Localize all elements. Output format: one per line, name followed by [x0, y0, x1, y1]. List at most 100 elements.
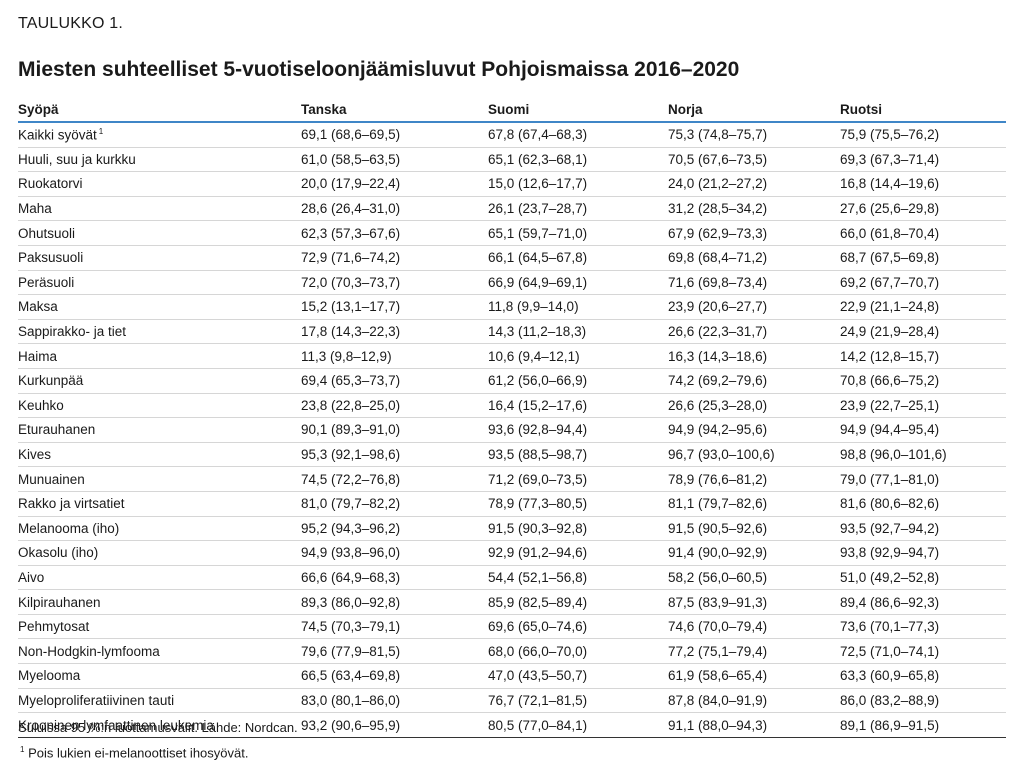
cancer-type-cell: Melanooma (iho)	[18, 516, 301, 541]
value-cell-suomi: 93,6 (92,8–94,4)	[488, 422, 588, 438]
column-header-suomi: Suomi	[488, 102, 530, 117]
value-cell-tanska: 93,2 (90,6–95,9)	[301, 717, 401, 733]
value-cell-tanska: 83,0 (80,1–86,0)	[301, 692, 401, 708]
cancer-type-cell: Non-Hodgkin-lymfooma	[18, 639, 301, 664]
value-cell-tanska: 66,5 (63,4–69,8)	[301, 668, 401, 684]
value-cell-ruotsi: 72,5 (71,0–74,1)	[840, 643, 940, 659]
value-cell-ruotsi: 69,3 (67,3–71,4)	[840, 151, 940, 167]
cancer-type-cell: Maksa	[18, 295, 301, 320]
value-cell-ruotsi: 93,5 (92,7–94,2)	[840, 520, 940, 536]
cancer-type-cell: Eturauhanen	[18, 418, 301, 443]
cancer-type-label: Eturauhanen	[18, 422, 96, 438]
cancer-type-cell: Munuainen	[18, 467, 301, 492]
value-cell-suomi: 15,0 (12,6–17,7)	[488, 176, 588, 192]
cancer-type-label: Non-Hodgkin-lymfooma	[18, 643, 160, 659]
value-cell-ruotsi: 16,8 (14,4–19,6)	[840, 176, 940, 192]
cancer-type-label: Kives	[18, 447, 52, 463]
value-cell-tanska: 20,0 (17,9–22,4)	[301, 176, 401, 192]
value-cell-norja: 71,6 (69,8–73,4)	[668, 274, 768, 290]
cancer-type-cell: Kilpirauhanen	[18, 590, 301, 615]
value-cell-tanska: 11,3 (9,8–12,9)	[301, 348, 392, 364]
value-cell-norja: 75,3 (74,8–75,7)	[668, 127, 768, 143]
value-cell-ruotsi: 24,9 (21,9–28,4)	[840, 324, 940, 340]
value-cell-ruotsi: 93,8 (92,9–94,7)	[840, 545, 940, 561]
value-cell-ruotsi: 68,7 (67,5–69,8)	[840, 250, 940, 266]
cancer-type-label: Kilpirauhanen	[18, 594, 101, 610]
table-label: TAULUKKO 1.	[18, 15, 124, 32]
footnote-text: Pois lukien ei-melanoottiset ihosyövät.	[28, 745, 249, 761]
cancer-type-cell: Paksusuoli	[18, 245, 301, 270]
table-row: Kilpirauhanen 89,3 (86,0–92,8) 85,9 (82,5–…	[18, 590, 1006, 615]
table-row: Myeloproliferatiivinen tauti 83,0 (80,1–8…	[18, 688, 1006, 713]
table-row: Kurkunpää 69,4 (65,3–73,7) 61,2 (56,0–66,9…	[18, 368, 1006, 394]
value-cell-tanska: 79,6 (77,9–81,5)	[301, 643, 401, 659]
cancer-type-cell: Peräsuoli	[18, 270, 301, 295]
value-cell-suomi: 76,7 (72,1–81,5)	[488, 692, 588, 708]
table-row: Paksusuoli 72,9 (71,6–74,2) 66,1 (64,5–67,…	[18, 245, 1006, 271]
value-cell-suomi: 47,0 (43,5–50,7)	[488, 668, 588, 684]
footnote-reference: 1	[98, 127, 104, 137]
footnote: 1 Pois lukien ei-melanoottiset ihosyövät…	[18, 745, 248, 760]
cancer-type-label: Pehmytosat	[18, 619, 90, 635]
value-cell-tanska: 62,3 (57,3–67,6)	[301, 225, 401, 241]
value-cell-tanska: 72,9 (71,6–74,2)	[301, 250, 401, 266]
cancer-type-cell: Sappirakko- ja tiet	[18, 319, 301, 344]
cancer-type-label: Ruokatorvi	[18, 176, 83, 192]
value-cell-suomi: 14,3 (11,2–18,3)	[488, 324, 587, 340]
value-cell-tanska: 28,6 (26,4–31,0)	[301, 201, 401, 217]
value-cell-suomi: 68,0 (66,0–70,0)	[488, 643, 588, 659]
cancer-type-label: Rakko ja virtsatiet	[18, 496, 125, 512]
value-cell-tanska: 95,2 (94,3–96,2)	[301, 520, 401, 536]
value-cell-suomi: 54,4 (52,1–56,8)	[488, 569, 588, 585]
value-cell-ruotsi: 51,0 (49,2–52,8)	[840, 569, 940, 585]
cancer-type-cell: Krooninen lymfaattinen leukemia	[18, 713, 301, 738]
table-row: Rakko ja virtsatiet 81,0 (79,7–82,2) 78,9 …	[18, 491, 1006, 516]
table-row: Pehmytosat 74,5 (70,3–79,1) 69,6 (65,0–74,…	[18, 614, 1006, 639]
value-cell-norja: 16,3 (14,3–18,6)	[668, 348, 768, 364]
value-cell-ruotsi: 69,2 (67,7–70,7)	[840, 274, 940, 290]
value-cell-ruotsi: 22,9 (21,1–24,8)	[840, 299, 940, 315]
value-cell-ruotsi: 81,6 (80,6–82,6)	[840, 496, 940, 512]
cancer-type-cell: Ohutsuoli	[18, 221, 301, 246]
value-cell-suomi: 61,2 (56,0–66,9)	[488, 373, 588, 389]
value-cell-norja: 91,5 (90,5–92,6)	[668, 520, 768, 536]
cancer-type-cell: Huuli, suu ja kurkku	[18, 147, 301, 172]
cancer-type-label: Aivo	[18, 569, 45, 585]
cancer-type-cell: Myelooma	[18, 664, 301, 689]
table-row: Kives 95,3 (92,1–98,6) 93,5 (88,5–98,7) 96,…	[18, 442, 1006, 467]
value-cell-norja: 23,9 (20,6–27,7)	[668, 299, 768, 315]
value-cell-norja: 69,8 (68,4–71,2)	[668, 250, 768, 266]
cancer-type-label: Maksa	[18, 299, 58, 315]
value-cell-ruotsi: 98,8 (96,0–101,6)	[840, 447, 947, 463]
value-cell-tanska: 90,1 (89,3–91,0)	[301, 422, 401, 438]
value-cell-suomi: 26,1 (23,7–28,7)	[488, 201, 588, 217]
value-cell-suomi: 66,1 (64,5–67,8)	[488, 250, 588, 266]
table-row: Keuhko 23,8 (22,8–25,0) 16,4 (15,2–17,6) 26…	[18, 393, 1006, 418]
cancer-type-label: Keuhko	[18, 397, 64, 413]
value-cell-tanska: 74,5 (70,3–79,1)	[301, 619, 401, 635]
cancer-type-cell: Okasolu (iho)	[18, 541, 301, 566]
cancer-type-cell: Pehmytosat	[18, 614, 301, 639]
value-cell-tanska: 69,1 (68,6–69,5)	[301, 127, 401, 143]
value-cell-tanska: 89,3 (86,0–92,8)	[301, 594, 401, 610]
cancer-type-cell: Keuhko	[18, 393, 301, 418]
value-cell-ruotsi: 70,8 (66,6–75,2)	[840, 373, 940, 389]
table-row: Kaikki syövät 1 69,1 (68,6–69,5) 67,8 (67,4…	[18, 122, 1006, 148]
value-cell-tanska: 61,0 (58,5–63,5)	[301, 151, 401, 167]
cancer-type-label: Munuainen	[18, 471, 85, 487]
value-cell-ruotsi: 89,4 (86,6–92,3)	[840, 594, 940, 610]
value-cell-tanska: 74,5 (72,2–76,8)	[301, 471, 401, 487]
value-cell-suomi: 78,9 (77,3–80,5)	[488, 496, 588, 512]
table-row: Okasolu (iho) 94,9 (93,8–96,0) 92,9 (91,2–…	[18, 541, 1006, 566]
value-cell-norja: 96,7 (93,0–100,6)	[668, 447, 775, 463]
table-row: Non-Hodgkin-lymfooma 79,6 (77,9–81,5) 68,0…	[18, 639, 1006, 664]
cancer-type-label: Krooninen lymfaattinen leukemia	[18, 717, 214, 733]
cancer-type-cell: Myeloproliferatiivinen tauti	[18, 688, 301, 713]
cancer-type-cell: Kaikki syövät 1	[18, 122, 301, 147]
cancer-type-label: Kaikki syövät	[18, 127, 97, 143]
table-row: Munuainen 74,5 (72,2–76,8) 71,2 (69,0–73,5…	[18, 467, 1006, 492]
value-cell-tanska: 69,4 (65,3–73,7)	[301, 373, 401, 389]
value-cell-ruotsi: 23,9 (22,7–25,1)	[840, 397, 940, 413]
value-cell-norja: 77,2 (75,1–79,4)	[668, 643, 768, 659]
